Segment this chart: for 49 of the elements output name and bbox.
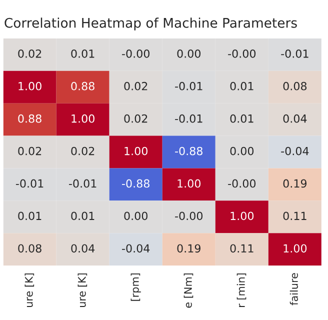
- x-tick-label: ure [K]: [78, 273, 88, 307]
- data-label: -0.00: [228, 49, 256, 58]
- data-label: 1.00: [124, 146, 148, 156]
- data-label: 0.11: [230, 244, 254, 253]
- data-label: 1.00: [284, 244, 307, 253]
- data-label: -0.01: [281, 49, 308, 58]
- data-label: 0.04: [283, 114, 307, 123]
- data-label: -0.00: [175, 212, 203, 220]
- data-label: 0.01: [71, 212, 94, 220]
- data-label: 0.02: [18, 49, 42, 58]
- data-label: 0.08: [283, 82, 307, 90]
- data-label: -0.88: [175, 146, 202, 156]
- data-label: 0.02: [71, 146, 94, 156]
- data-label: 0.01: [18, 212, 42, 220]
- data-label: 0.00: [177, 49, 201, 58]
- data-label: 0.88: [71, 82, 94, 90]
- data-label: -0.04: [122, 244, 150, 253]
- data-label: 0.19: [177, 244, 200, 253]
- data-label: 1.00: [72, 114, 94, 123]
- data-label: 0.01: [230, 82, 254, 90]
- data-label: 0.01: [71, 49, 94, 58]
- data-label: 0.88: [18, 114, 42, 123]
- data-label: 0.19: [283, 179, 307, 188]
- x-tick-label: r [min]: [236, 273, 246, 307]
- data-label: -0.00: [122, 49, 150, 58]
- data-label: 1.00: [230, 212, 254, 220]
- data-label: -0.01: [175, 114, 202, 123]
- data-label: -0.01: [68, 179, 96, 188]
- x-tick-label: ure [K]: [24, 273, 34, 307]
- data-label: 0.04: [71, 244, 95, 253]
- x-tick-label: e [Nm]: [184, 273, 194, 308]
- data-label: 0.00: [230, 146, 254, 156]
- data-label: -0.88: [122, 179, 150, 188]
- data-label: 1.00: [178, 179, 201, 188]
- data-label: -0.00: [228, 179, 256, 188]
- data-label: 1.00: [18, 82, 42, 90]
- data-label: -0.01: [175, 82, 202, 90]
- data-label: 0.00: [124, 212, 148, 220]
- data-label: 0.02: [124, 82, 148, 90]
- x-tick-label: [rpm]: [130, 273, 141, 301]
- data-label: -0.01: [16, 179, 44, 188]
- data-label: 0.01: [230, 114, 254, 123]
- data-label: 0.02: [18, 146, 42, 156]
- x-tick-label: failure: [290, 273, 298, 306]
- data-label: -0.04: [281, 146, 309, 156]
- data-label: 0.02: [124, 114, 148, 123]
- data-label: 0.11: [283, 212, 306, 220]
- chart-title: Correlation Heatmap of Machine Parameters: [4, 18, 297, 30]
- data-label: 0.08: [18, 244, 42, 253]
